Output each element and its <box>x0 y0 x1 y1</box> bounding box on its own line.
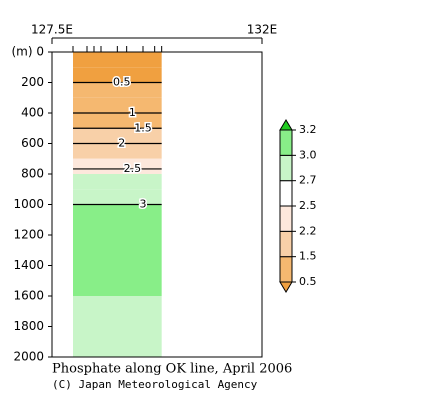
colorbar-label: 2.5 <box>299 199 317 212</box>
chart-title: Phosphate along OK line, April 2006 <box>52 362 292 377</box>
y-tick-label: 800 <box>21 167 44 181</box>
contour-band <box>73 67 162 83</box>
colorbar-label: 2.7 <box>299 174 317 187</box>
y-tick-label: 1200 <box>13 228 44 242</box>
contour-band <box>73 296 162 327</box>
contour-band <box>73 82 162 98</box>
colorbar-segment <box>279 180 293 207</box>
colorbar-label: 2.2 <box>299 224 317 237</box>
y-axis-label: (m) <box>11 45 32 59</box>
contour-band <box>73 204 162 235</box>
contour-label: 1 <box>129 106 136 119</box>
contour-band <box>73 143 162 159</box>
y-tick-label: 400 <box>21 106 44 120</box>
y-tick-label: 600 <box>21 136 44 150</box>
contour-band <box>73 265 162 296</box>
contour-band <box>73 174 162 190</box>
y-tick-label: 0 <box>36 45 44 59</box>
colorbar-label: 3.2 <box>299 123 317 136</box>
contour-band <box>73 158 162 174</box>
y-tick-label: 200 <box>21 75 44 89</box>
contour-band <box>73 52 162 68</box>
contour-band <box>73 97 162 113</box>
colorbar-arrow <box>279 281 293 293</box>
contour-band <box>73 235 162 266</box>
credit: (C) Japan Meteorological Agency <box>52 378 258 391</box>
contour-band <box>73 128 162 144</box>
colorbar-segment <box>279 129 293 156</box>
contour-band <box>73 113 162 129</box>
y-tick-label: 1400 <box>13 258 44 272</box>
contour-label: 2 <box>118 137 125 150</box>
contour-label: 3 <box>140 198 147 211</box>
y-tick-label: 1600 <box>13 289 44 303</box>
contour-band <box>73 189 162 205</box>
colorbar-segment <box>279 205 293 232</box>
colorbar-arrow <box>279 119 293 131</box>
contour-label: 0.5 <box>113 76 131 89</box>
colorbar-label: 1.5 <box>299 250 317 263</box>
contour-label: 2.5 <box>124 162 142 175</box>
colorbar-label: 0.5 <box>299 275 317 288</box>
colorbar-segment <box>279 256 293 283</box>
x-tick-label: 127.5E <box>31 23 73 37</box>
y-tick-label: 1800 <box>13 319 44 333</box>
colorbar-segment <box>279 154 293 182</box>
contour-label: 1.5 <box>134 121 152 134</box>
y-tick-label: 1000 <box>13 197 44 211</box>
colorbar-segment <box>279 230 293 258</box>
x-tick-label: 132E <box>247 23 278 37</box>
contour-band <box>73 326 162 357</box>
colorbar-label: 3.0 <box>299 148 317 161</box>
y-tick-label: 2000 <box>13 350 44 364</box>
